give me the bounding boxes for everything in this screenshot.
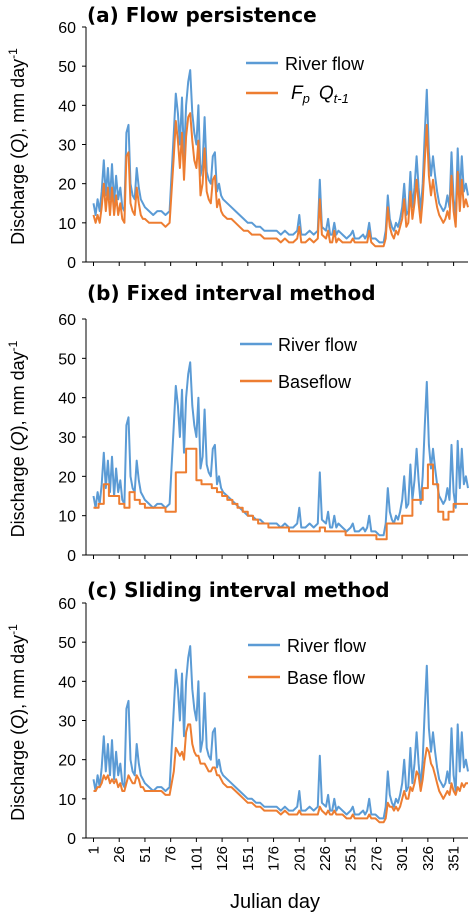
- x-axis-label: Julian day: [230, 891, 320, 913]
- x-tick-label: 1: [86, 846, 103, 854]
- y-tick-label: 50: [58, 635, 76, 652]
- legend-b-base-label: Baseflow: [278, 372, 352, 392]
- legend-a-q-subscript: t-1: [334, 91, 349, 106]
- panel-b-legend: River flow Baseflow: [240, 335, 358, 392]
- y-tick-label: 30: [58, 138, 76, 155]
- x-tick-label: 51: [137, 846, 154, 863]
- y-tick-label: 50: [58, 59, 76, 76]
- series-baseflow-line: [93, 447, 468, 541]
- legend-a-fp-subscript: p: [302, 91, 310, 106]
- y-tick-label: 0: [67, 255, 76, 272]
- y-axis-label-exponent: -1: [6, 340, 20, 351]
- series-river-flow-line: [92, 69, 469, 244]
- y-tick-label: 60: [58, 596, 76, 613]
- x-tick-label: 326: [420, 846, 437, 871]
- legend-a-base-label: Fp Qt-1: [291, 83, 349, 106]
- y-tick-label: 20: [58, 753, 76, 770]
- x-tick-label: 101: [188, 846, 205, 871]
- y-axis-label-exponent: -1: [6, 48, 20, 59]
- panel-a-legend: River flow Fp Qt-1: [246, 54, 365, 106]
- x-tick-label: 151: [240, 846, 257, 871]
- panel-c-legend: River flow Base flow: [248, 636, 367, 688]
- x-tick-label: 126: [214, 846, 231, 871]
- y-axis-label-exponent: -1: [6, 624, 20, 635]
- y-axis-label: Discharge (Q), mm day-1: [6, 624, 28, 821]
- y-tick-label: 60: [58, 312, 76, 329]
- legend-b-river-label: River flow: [278, 335, 358, 355]
- x-tick-label: 301: [394, 846, 411, 871]
- y-axis-label: Discharge (Q), mm day-1: [6, 340, 28, 537]
- legend-a-river-label: River flow: [285, 54, 365, 74]
- panel-b-title: (b) Fixed interval method: [87, 281, 376, 305]
- series-baseflow-line: [92, 112, 469, 248]
- y-axis-label-prefix: Discharge (: [8, 153, 28, 245]
- y-tick-label: 10: [58, 792, 76, 809]
- y-tick-label: 10: [58, 216, 76, 233]
- x-tick-label: 201: [291, 846, 308, 871]
- y-axis-label-prefix: Discharge (: [8, 729, 28, 821]
- y-tick-label: 0: [67, 548, 76, 565]
- legend-c-base-label: Base flow: [287, 668, 366, 688]
- y-tick-label: 30: [58, 430, 76, 447]
- y-axis-label-unit: ), mm day: [8, 351, 28, 431]
- panel-a: (a) Flow persistence 0 10 20 30 40 50 60 Discha…: [6, 3, 469, 272]
- y-tick-label: 20: [58, 469, 76, 486]
- y-tick-label: 60: [58, 20, 76, 37]
- y-axis-label-symbol: Q: [8, 715, 28, 729]
- y-tick-label: 40: [58, 674, 76, 691]
- series-baseflow-line: [93, 723, 468, 824]
- panel-c-title: (c) Sliding interval method: [87, 578, 390, 602]
- series-river-flow-line: [92, 645, 469, 820]
- x-tick-label: 176: [266, 846, 283, 871]
- panel-c: (c) Sliding interval method 0 10 20 30 40 50 6…: [6, 578, 469, 871]
- y-tick-label: 40: [58, 98, 76, 115]
- y-axis-label-unit: ), mm day: [8, 59, 28, 139]
- y-axis-label-symbol: Q: [8, 139, 28, 153]
- y-axis-label-prefix: Discharge (: [8, 445, 28, 537]
- x-tick-label: 26: [111, 846, 128, 863]
- legend-a-q-symbol: Q: [319, 83, 334, 104]
- legend-a-fp-symbol: F: [291, 83, 304, 104]
- x-tick-label: 351: [446, 846, 463, 871]
- x-tick-label: 76: [163, 846, 180, 863]
- y-axis-label: Discharge (Q), mm day-1: [6, 48, 28, 245]
- x-tick-label: 251: [343, 846, 360, 871]
- y-tick-label: 20: [58, 177, 76, 194]
- y-tick-label: 30: [58, 714, 76, 731]
- y-axis-label-unit: ), mm day: [8, 635, 28, 715]
- panel-a-title: (a) Flow persistence: [87, 3, 317, 27]
- x-tick-label: 226: [317, 846, 334, 871]
- x-tick-label: 276: [368, 846, 385, 871]
- panel-b-plot: 0 10 20 30 40 50 60 Discharge (Q), mm day-1: [6, 312, 469, 565]
- panel-b: (b) Fixed interval method 0 10 20 30 40 50 60 D…: [6, 281, 469, 565]
- legend-c-river-label: River flow: [287, 636, 367, 656]
- y-tick-label: 0: [67, 831, 76, 848]
- y-tick-label: 10: [58, 509, 76, 526]
- y-axis-label-symbol: Q: [8, 431, 28, 445]
- y-tick-label: 50: [58, 351, 76, 368]
- y-tick-label: 40: [58, 391, 76, 408]
